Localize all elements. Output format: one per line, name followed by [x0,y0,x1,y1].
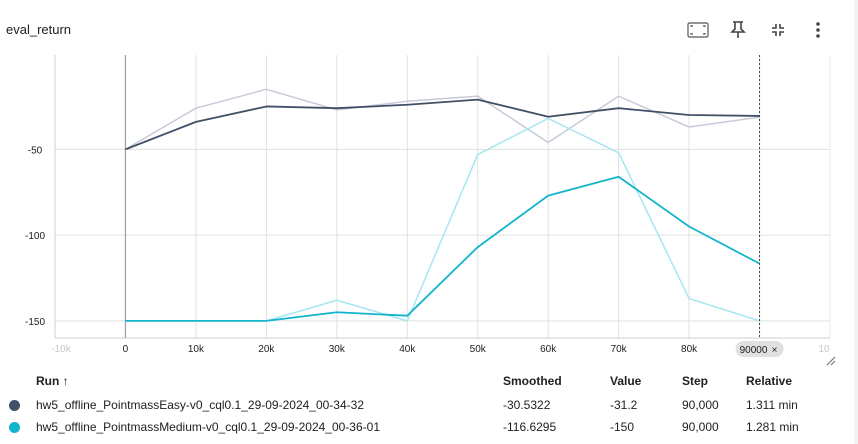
series-layer [125,88,760,322]
grid [55,55,830,338]
header-relative[interactable]: Relative [746,374,793,388]
cursor-layer: 90000 × [735,55,784,357]
run-name: hw5_offline_PointmassMedium-v0_cql0.1_29… [36,420,380,434]
step-value: 90,000 [682,420,719,434]
table-row[interactable]: hw5_offline_PointmassEasy-v0_cql0.1_29-0… [0,398,858,418]
run-name: hw5_offline_PointmassEasy-v0_cql0.1_29-0… [36,398,364,412]
line-chart[interactable]: -50 -100 -150 0 10k 20k 30k 40k 50k 60k 70k 80k -10k… [0,50,858,368]
collapse-button[interactable] [758,18,798,42]
run-table-header: Run ↑ Smoothed Value Step Relative [0,374,858,392]
series-line-raw [125,117,760,322]
series-color-dot [9,422,20,433]
series-line-raw [125,88,760,150]
pin-button[interactable] [718,18,758,42]
x-tick-label-faint: 10 [818,344,830,355]
x-tick-label: 50k [470,344,487,355]
header-value[interactable]: Value [610,374,642,388]
more-options-button[interactable] [798,18,838,42]
x-tick-label-faint: -10k [51,344,71,355]
chart-toolbar [678,18,838,42]
series-color-dot [9,400,20,411]
chart-title: eval_return [6,22,72,37]
cursor-step-label: 90000 [740,345,768,356]
smoothed-value: -116.6295 [503,420,557,434]
y-tick-label: -50 [28,145,43,156]
x-tick-label: 10k [188,344,205,355]
fit-domain-icon [687,22,709,38]
x-tick-label: 60k [540,344,557,355]
more-vert-icon [816,22,820,38]
resize-handle-icon[interactable] [826,356,836,366]
series-line-smoothed [125,98,760,151]
collapse-icon [772,24,784,36]
cursor-chip [735,341,784,357]
y-tick-label: -100 [25,231,45,242]
panel-edge [854,0,858,444]
x-tick-label: 20k [258,344,275,355]
header-run[interactable]: Run ↑ [36,374,69,388]
fit-domain-button[interactable] [678,18,718,42]
series-line-smoothed [125,175,760,322]
x-tick-label: 40k [399,344,416,355]
relative-time: 1.311 min [746,398,798,412]
relative-time: 1.281 min [746,420,799,434]
smoothed-value: -30.5322 [503,398,551,412]
header-step[interactable]: Step [682,374,709,388]
raw-value: -150 [610,420,635,434]
axes: -50 -100 -150 0 10k 20k 30k 40k 50k 60k 70k 80k -10k… [25,55,831,355]
x-tick-label: 30k [329,344,346,355]
x-tick-label: 70k [611,344,628,355]
cursor-close-icon[interactable]: × [772,345,778,356]
pin-icon [730,21,746,38]
raw-value: -31.2 [610,398,638,412]
table-row[interactable]: hw5_offline_PointmassMedium-v0_cql0.1_29… [0,420,858,440]
header-smoothed[interactable]: Smoothed [503,374,562,388]
y-tick-label: -150 [25,317,45,328]
step-value: 90,000 [682,398,719,412]
x-tick-label: 0 [123,344,129,355]
x-tick-label: 80k [681,344,698,355]
